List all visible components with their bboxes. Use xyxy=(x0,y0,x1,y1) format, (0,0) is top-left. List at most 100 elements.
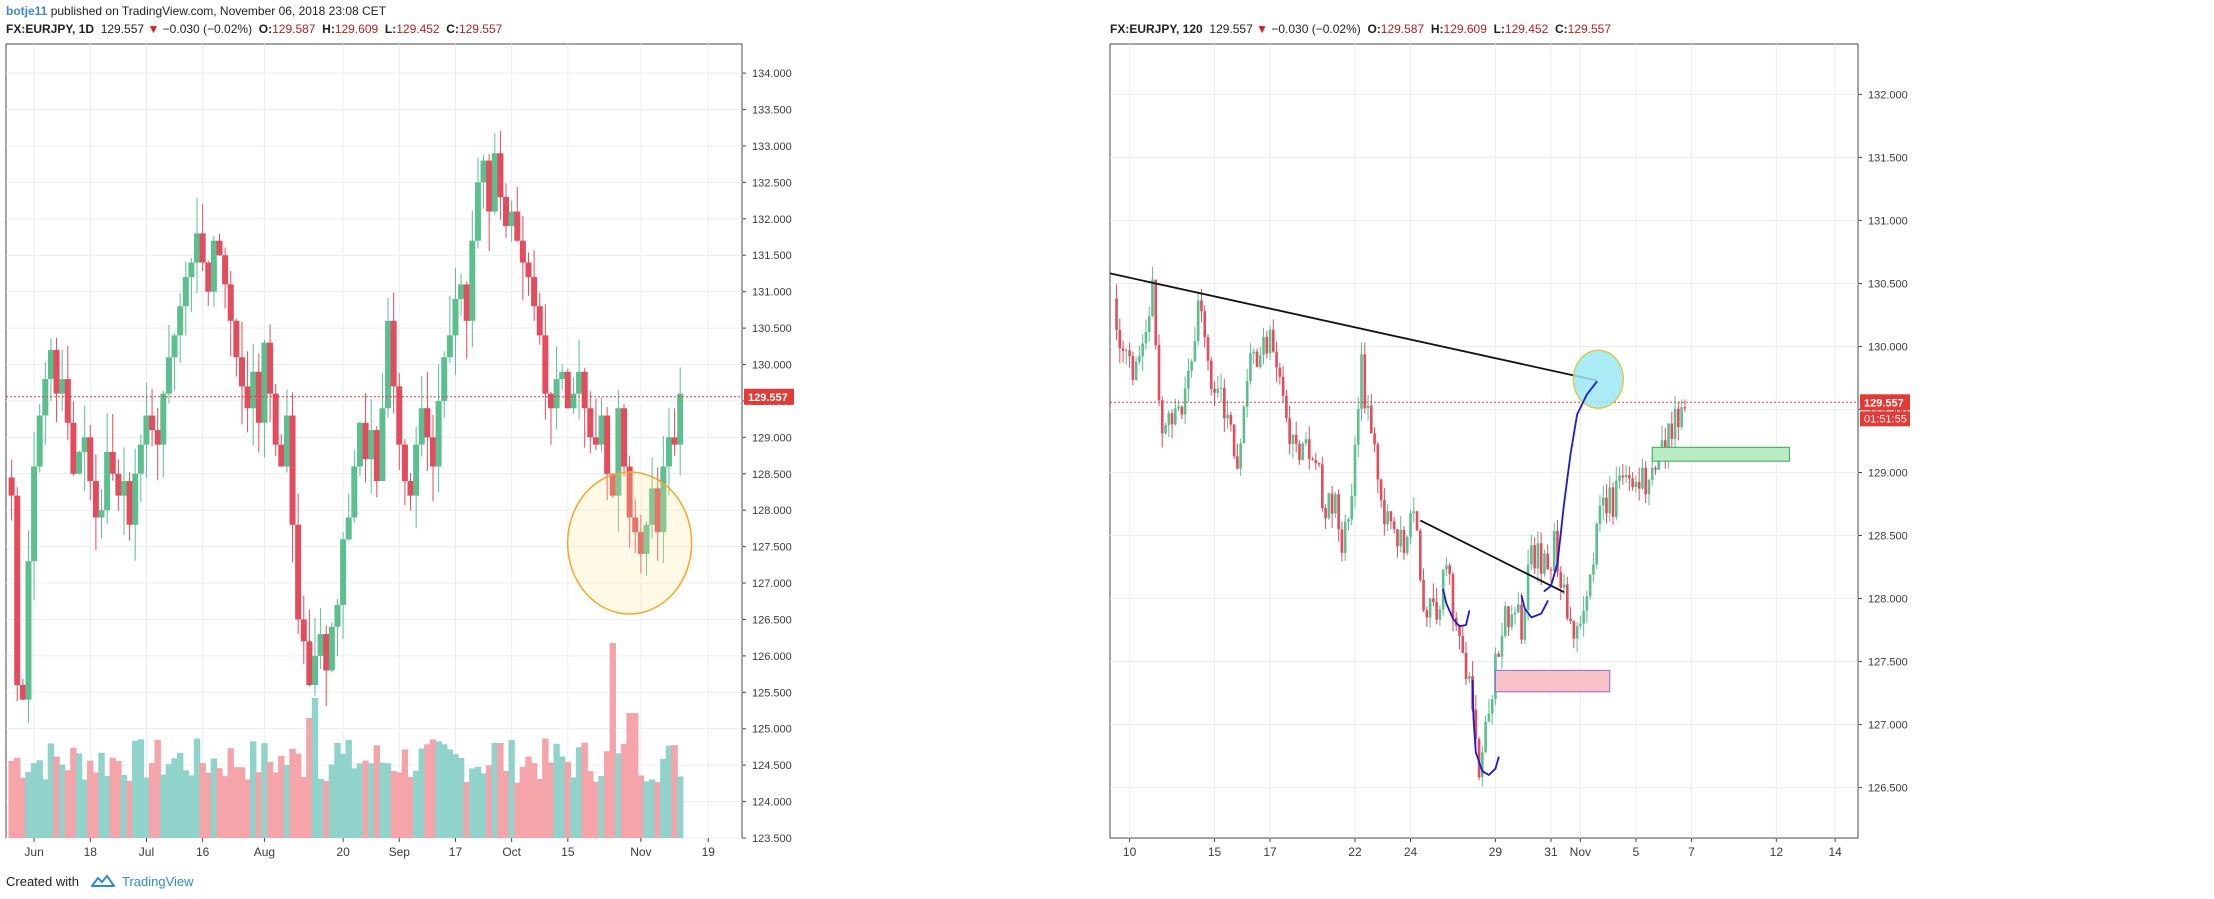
left-symbol[interactable]: FX:EURJPY, 1D xyxy=(6,22,95,36)
left-volume-bar xyxy=(47,743,55,838)
left-volume-bar xyxy=(176,752,184,838)
left-candle-body xyxy=(267,342,274,394)
left-candle-body xyxy=(632,517,639,533)
right-candle-body xyxy=(1200,300,1203,312)
right-candle-body xyxy=(1134,361,1138,380)
right-candle-body xyxy=(1533,545,1536,569)
left-y-tick-label: 131.000 xyxy=(752,287,792,299)
right-candle-body xyxy=(1490,699,1494,714)
left-volume-bar xyxy=(132,740,139,838)
left-candle-body xyxy=(570,393,577,409)
left-candle-body xyxy=(109,451,116,474)
right-candle-body xyxy=(1311,459,1314,461)
left-candle-body xyxy=(469,240,476,321)
left-volume-bar xyxy=(283,764,291,838)
left-candle-body xyxy=(413,444,420,496)
left-volume-bar xyxy=(429,739,437,838)
author-link[interactable]: botje11 xyxy=(6,4,48,18)
left-volume-bar xyxy=(469,768,476,838)
right-candle-body xyxy=(1314,460,1318,463)
left-candle-body xyxy=(272,393,279,445)
right-candle-body xyxy=(1458,625,1461,637)
right-candle-body xyxy=(1360,354,1363,409)
left-last: 129.557 xyxy=(100,22,145,36)
left-candle-body xyxy=(306,641,313,686)
right-candle-body xyxy=(1536,543,1540,569)
right-candle-body xyxy=(1477,739,1481,778)
right-candle-body xyxy=(1327,493,1331,519)
left-y-tick-label: 125.000 xyxy=(752,724,792,736)
left-volume-bar xyxy=(379,762,386,838)
left-volume-bar xyxy=(143,777,150,838)
left-volume-bar xyxy=(514,782,521,838)
right-x-tick-label: 7 xyxy=(1688,845,1695,859)
left-candle-body xyxy=(300,619,307,642)
left-volume-bar xyxy=(311,698,319,838)
right-candle-body xyxy=(1275,351,1278,368)
right-candle-body xyxy=(1340,529,1344,553)
left-volume-bar xyxy=(412,770,420,838)
right-candle-body xyxy=(1304,439,1308,444)
left-volume-bar xyxy=(238,767,246,838)
right-candle-body xyxy=(1125,350,1128,352)
right-candle-body xyxy=(1301,443,1305,460)
right-candle-body xyxy=(1559,572,1563,588)
left-candle-body xyxy=(401,444,408,482)
left-candle-body xyxy=(452,298,459,336)
left-volume-bar xyxy=(485,765,493,838)
left-candle-body xyxy=(491,153,498,212)
right-close-value: 129.557 xyxy=(1567,22,1612,36)
left-change: −0.030 (−0.02%) xyxy=(162,22,253,36)
right-close-label: C: xyxy=(1554,22,1568,36)
left-candles xyxy=(8,130,684,723)
created-with-label: Created with xyxy=(6,874,79,889)
left-volume-bar xyxy=(30,763,38,838)
right-x-tick-label: 14 xyxy=(1828,845,1842,859)
left-volume-bar xyxy=(81,779,88,838)
left-volume-bar xyxy=(407,777,414,838)
right-symbol[interactable]: FX:EURJPY, 120 xyxy=(1110,22,1203,36)
left-candle-body xyxy=(149,415,156,431)
right-candle-body xyxy=(1667,423,1670,455)
left-volume-bar xyxy=(58,764,66,838)
left-volume-bar xyxy=(542,738,549,838)
right-candle-body xyxy=(1670,423,1674,439)
left-candle-body xyxy=(244,386,251,409)
left-candle-body xyxy=(165,357,172,394)
left-candle-body xyxy=(289,415,296,525)
right-candle-body xyxy=(1115,298,1118,330)
left-candle-body xyxy=(615,408,622,496)
left-x-tick-label: Nov xyxy=(630,845,651,859)
right-candle-body xyxy=(1213,388,1216,393)
tradingview-brand-link[interactable]: TradingView xyxy=(122,874,194,889)
left-y-tick-label: 130.000 xyxy=(752,360,792,372)
left-volume-bar xyxy=(272,772,279,838)
left-candle-body xyxy=(604,415,611,474)
right-candle-body xyxy=(1147,316,1151,333)
left-volume-bar xyxy=(171,758,178,838)
right-candle-body xyxy=(1226,414,1229,419)
left-candle-body xyxy=(250,371,257,409)
left-y-tick-label: 126.500 xyxy=(752,614,792,626)
right-candle-body xyxy=(1265,336,1269,354)
left-candle-body xyxy=(542,335,549,394)
right-candle-body xyxy=(1245,380,1249,407)
right-candle-body xyxy=(1330,493,1334,514)
right-candle-body xyxy=(1530,545,1533,565)
right-x-tick-label: 5 xyxy=(1633,845,1640,859)
right-candle-body xyxy=(1252,351,1256,354)
left-volume-bar xyxy=(446,749,454,838)
left-candle-body xyxy=(227,284,234,321)
right-candle-body xyxy=(1451,574,1455,618)
right-y-tick-label: 131.000 xyxy=(1868,215,1908,227)
left-y-tick-label: 134.000 xyxy=(752,68,792,80)
right-candle-body xyxy=(1552,530,1556,571)
right-candles xyxy=(1115,266,1687,787)
left-candle-body xyxy=(474,182,481,241)
left-volume-bar xyxy=(300,776,307,838)
right-y-tick-label: 130.000 xyxy=(1868,341,1908,353)
left-low-value: 129.452 xyxy=(396,22,440,36)
right-x-tick-label: 15 xyxy=(1208,845,1222,859)
left-volume-bar xyxy=(25,772,32,838)
